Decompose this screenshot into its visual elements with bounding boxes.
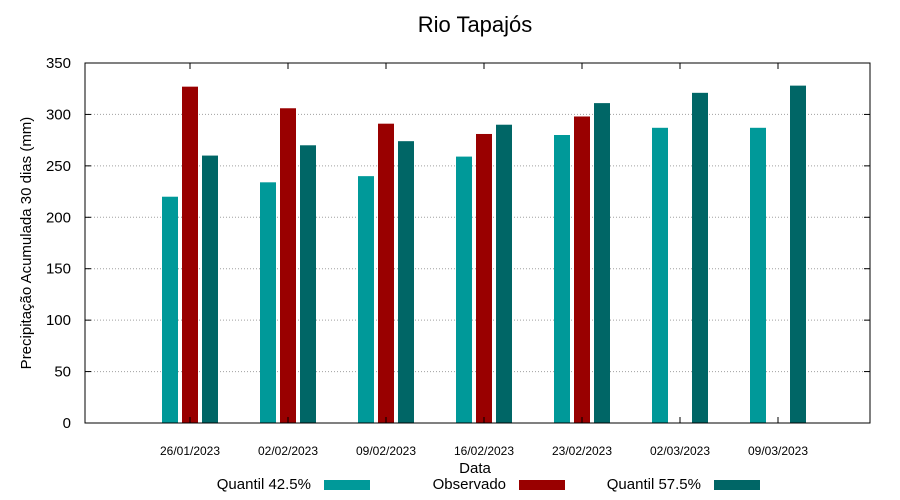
y-tick-label: 150	[46, 261, 71, 278]
y-tick-label: 350	[46, 55, 71, 72]
y-tick-label: 50	[54, 364, 71, 381]
legend-label: Observado	[433, 476, 506, 493]
bar	[202, 155, 218, 424]
x-tick-label: 09/02/2023	[356, 444, 416, 458]
grid-lines	[85, 113, 870, 373]
x-tick-label: 23/02/2023	[552, 444, 612, 458]
bar	[692, 92, 708, 423]
x-tick-label: 16/02/2023	[454, 444, 514, 458]
x-tick-label: 09/03/2023	[748, 444, 808, 458]
plot-frame	[84, 62, 871, 424]
bar	[280, 108, 296, 423]
bar	[652, 127, 668, 424]
bar	[182, 86, 198, 424]
bar	[476, 133, 492, 423]
bar	[162, 196, 178, 423]
y-tick-label: 200	[46, 209, 71, 226]
bars-group	[162, 85, 806, 424]
bar	[398, 141, 414, 423]
y-tick-label: 300	[46, 106, 71, 123]
y-tick-label: 250	[46, 158, 71, 175]
bar	[300, 145, 316, 424]
y-axis: 0 50 100 150 200 250 300 350	[46, 55, 870, 432]
bar	[750, 127, 766, 424]
bar	[574, 116, 590, 423]
y-axis-label: Precipitação Acumulada 30 dias (mm)	[18, 117, 35, 370]
x-axis: 26/01/2023 02/02/2023 09/02/2023 16/02/2023…	[160, 63, 808, 458]
legend-swatch	[324, 480, 370, 490]
bar	[496, 124, 512, 423]
y-tick-label: 0	[63, 415, 71, 432]
legend-swatch	[519, 480, 565, 490]
bar	[456, 156, 472, 423]
bar	[378, 123, 394, 423]
legend-label: Quantil 42.5%	[217, 476, 311, 493]
bar	[358, 176, 374, 423]
x-axis-label: Data	[459, 460, 491, 477]
x-tick-label: 26/01/2023	[160, 444, 220, 458]
bar	[594, 103, 610, 423]
chart-title: Rio Tapajós	[418, 12, 533, 37]
bar	[554, 135, 570, 423]
x-tick-label: 02/02/2023	[258, 444, 318, 458]
bar	[790, 85, 806, 423]
x-tick-label: 02/03/2023	[650, 444, 710, 458]
legend-label: Quantil 57.5%	[607, 476, 701, 493]
y-tick-label: 100	[46, 312, 71, 329]
bar	[260, 182, 276, 423]
legend-swatch	[714, 480, 760, 490]
legend: Quantil 42.5% Observado Quantil 57.5%	[217, 476, 760, 493]
